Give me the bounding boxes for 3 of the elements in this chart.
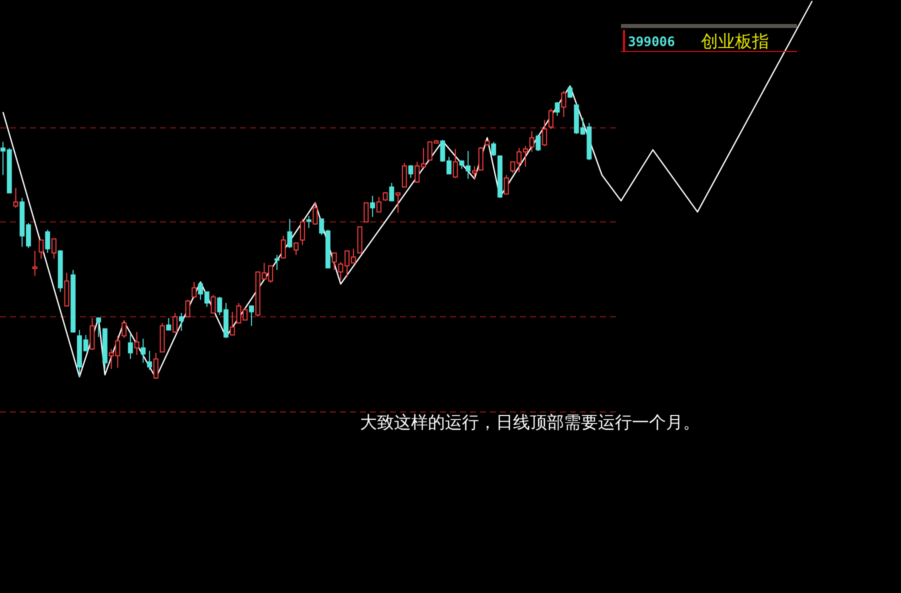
text: 大致这样的运行，日线顶部需要运行一个月。 bbox=[360, 413, 700, 433]
chart-title: 399006 bbox=[628, 35, 676, 50]
chart-subtitle: 创业板指 bbox=[701, 32, 769, 52]
